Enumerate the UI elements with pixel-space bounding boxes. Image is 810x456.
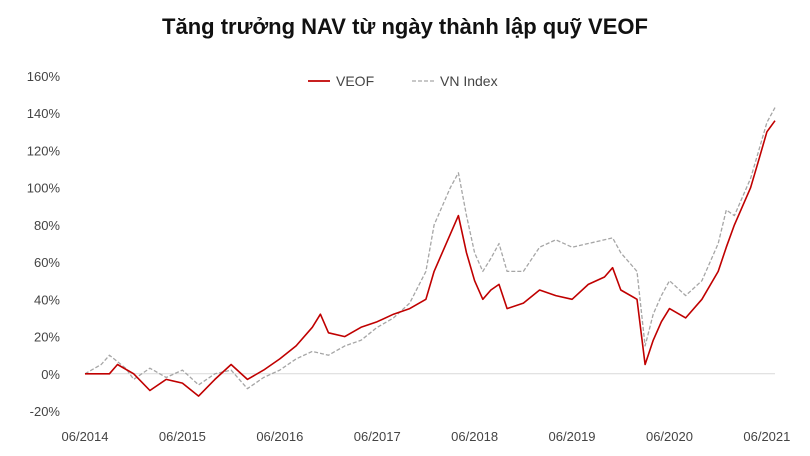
series-line-vn-index (84, 107, 776, 390)
legend-label: VEOF (336, 73, 374, 89)
chart-title: Tăng trưởng NAV từ ngày thành lập quỹ VE… (162, 14, 648, 39)
y-tick-label: 40% (34, 292, 60, 307)
y-tick-label: 140% (27, 106, 61, 121)
y-tick-label: -20% (30, 404, 61, 419)
x-tick-label: 06/2020 (646, 429, 693, 444)
y-tick-label: 60% (34, 255, 60, 270)
legend: VEOF VN Index (308, 73, 498, 89)
y-tick-label: 20% (34, 330, 60, 345)
y-tick-label: 0% (41, 367, 60, 382)
legend-label: VN Index (440, 73, 498, 89)
x-tick-label: 06/2016 (256, 429, 303, 444)
y-tick-label: 160% (27, 69, 61, 84)
y-tick-label: 80% (34, 218, 60, 233)
x-tick-label: 06/2014 (62, 429, 109, 444)
x-tick-label: 06/2019 (549, 429, 596, 444)
x-tick-label: 06/2015 (159, 429, 206, 444)
x-tick-label: 06/2018 (451, 429, 498, 444)
x-tick-label: 06/2017 (354, 429, 401, 444)
x-axis-ticks: 06/2014 06/2015 06/2016 06/2017 06/2018 06/20… (62, 429, 791, 444)
series-line-veof (85, 120, 776, 397)
series-layer (84, 107, 776, 397)
y-axis-ticks: -20% 0% 20% 40% 60% 80% 100% 120% 140% 160% (27, 69, 61, 419)
y-tick-label: 100% (27, 181, 61, 196)
y-tick-label: 120% (27, 143, 61, 158)
x-tick-label: 06/2021 (743, 429, 790, 444)
